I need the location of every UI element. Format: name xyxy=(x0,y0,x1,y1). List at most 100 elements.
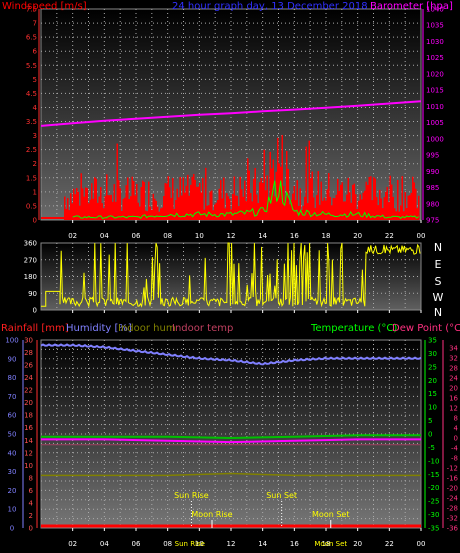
direction-tick-label: 270 xyxy=(24,256,37,264)
dewpoint-tick-label: 20 xyxy=(449,385,458,393)
temperature-tick-label: -25 xyxy=(428,498,439,506)
barometer-tick-label: 975 xyxy=(426,217,439,225)
temperature-line xyxy=(41,434,421,440)
astro-annotation-label: Moon Set xyxy=(312,510,349,519)
wind-panel-xtick-label: 20 xyxy=(353,232,362,240)
barometer-tick-label: 1035 xyxy=(426,22,444,30)
astro-annotation-label: Sun Set xyxy=(266,491,297,500)
rainfall-tick-label: 28 xyxy=(24,349,33,357)
windspeed-tick-label: 5 xyxy=(33,76,37,84)
wind-panel-xtick-label: 12 xyxy=(227,232,236,240)
wind-panel-xtick-label: 02 xyxy=(68,232,77,240)
rainfall-tick-label: 2 xyxy=(29,512,33,520)
temperature-tick-label: -20 xyxy=(428,484,439,492)
wind-panel-xtick-label: 14 xyxy=(258,232,267,240)
temp-panel-xtick-label: 02 xyxy=(68,540,77,548)
humidity-tick-label: 30 xyxy=(8,468,17,476)
dewpoint-tick-label: 0 xyxy=(454,435,458,443)
humidity-tick-label: 100 xyxy=(5,337,18,345)
bottom-astro-label: Moon Set xyxy=(314,540,347,548)
wind-direction-line xyxy=(41,242,421,308)
dewpoint-tick-label: -12 xyxy=(447,465,458,473)
compass-label: E xyxy=(435,258,442,271)
indoor-humidity-axis-title: Indoor hum xyxy=(118,323,176,334)
humidity-tick-label: 60 xyxy=(8,412,17,420)
barometer-tick-label: 1015 xyxy=(426,87,444,95)
windspeed-axis-title: Windspeed [m/s] xyxy=(2,1,87,12)
barometer-axis-title: Barometer [hpa] xyxy=(370,1,453,12)
humidity-tick-label: 90 xyxy=(8,355,17,363)
dewpoint-tick-label: 28 xyxy=(449,365,458,373)
temp-panel-xtick-label: 06 xyxy=(132,540,141,548)
windspeed-tick-label: 1.5 xyxy=(26,174,37,182)
compass-label: N xyxy=(434,241,442,254)
temperature-tick-label: -30 xyxy=(428,511,439,519)
humidity-tick-label: 80 xyxy=(8,374,17,382)
dewpoint-tick-label: -24 xyxy=(447,495,459,503)
windspeed-tick-label: 3 xyxy=(33,132,37,140)
indoor-humidity-line xyxy=(41,472,421,477)
temperature-axis-title: Temperature (°C) xyxy=(310,323,397,334)
windspeed-tick-label: 0.5 xyxy=(26,202,37,210)
compass-label: N xyxy=(434,306,442,319)
temperature-tick-label: -10 xyxy=(428,457,439,465)
wind-panel-xtick-label: 04 xyxy=(100,232,109,240)
barometer-tick-label: 1000 xyxy=(426,135,444,143)
rainfall-tick-label: 22 xyxy=(24,387,33,395)
rainfall-tick-label: 8 xyxy=(29,474,33,482)
rainfall-tick-label: 30 xyxy=(24,337,33,345)
barometer-tick-label: 1025 xyxy=(426,54,444,62)
wind-panel-xtick-label: 22 xyxy=(385,232,394,240)
dewpoint-tick-label: -4 xyxy=(451,445,459,453)
rainfall-tick-label: 18 xyxy=(24,412,33,420)
windspeed-tick-label: 1 xyxy=(33,188,37,196)
dewpoint-tick-label: 4 xyxy=(454,425,459,433)
astro-annotation-label: Moon Rise xyxy=(191,510,232,519)
chart-title: 24 hour graph day, 13 December 2018 xyxy=(172,1,368,12)
temperature-tick-label: -35 xyxy=(428,525,439,533)
humidity-tick-label: 20 xyxy=(8,487,17,495)
temp-panel-xtick-label: 08 xyxy=(163,540,172,548)
humidity-line xyxy=(40,343,422,366)
temperature-tick-label: 0 xyxy=(428,431,432,439)
barometer-tick-label: 1020 xyxy=(426,70,444,78)
rainfall-tick-label: 14 xyxy=(24,437,33,445)
compass-label: W xyxy=(433,291,444,304)
windspeed-tick-label: 3.5 xyxy=(26,118,37,126)
temp-panel-xtick-label: 00 xyxy=(417,540,426,548)
indoor-temp-axis-title: Indoor temp xyxy=(172,323,233,334)
barometer-line xyxy=(40,100,422,127)
temp-panel-xtick-label: 12 xyxy=(227,540,236,548)
windspeed-tick-label: 6 xyxy=(33,48,38,56)
rainfall-tick-label: 4 xyxy=(29,499,34,507)
barometer-tick-label: 980 xyxy=(426,200,439,208)
dewpoint-line xyxy=(41,438,421,444)
windspeed-tick-label: 4 xyxy=(33,104,38,112)
humidity-tick-label: 70 xyxy=(8,393,17,401)
rainfall-tick-label: 24 xyxy=(24,374,33,382)
rainfall-axis-title: Rainfall [mm] xyxy=(1,323,69,334)
windspeed-tick-label: 2 xyxy=(33,160,37,168)
windspeed-tick-label: 7 xyxy=(33,20,37,28)
wind-panel-xtick-label: 18 xyxy=(322,232,331,240)
dewpoint-tick-label: 8 xyxy=(454,415,458,423)
humidity-axis-title: Humidity [%] xyxy=(66,323,132,334)
rainfall-tick-label: 6 xyxy=(29,487,34,495)
wind-panel-xtick-label: 00 xyxy=(417,232,426,240)
humidity-tick-label: 10 xyxy=(8,506,17,514)
dewpoint-tick-label: -32 xyxy=(447,515,458,523)
dewpoint-tick-label: 12 xyxy=(449,405,458,413)
rainfall-tick-label: 10 xyxy=(24,462,33,470)
wind-panel-xtick-label: 08 xyxy=(163,232,172,240)
temp-panel-xtick-label: 18 xyxy=(322,540,331,548)
direction-tick-label: 180 xyxy=(24,273,37,281)
dewpoint-tick-label: 32 xyxy=(449,355,458,363)
temp-panel-xtick-label: 20 xyxy=(353,540,362,548)
direction-tick-label: 90 xyxy=(28,290,37,298)
direction-tick-label: 360 xyxy=(24,240,37,248)
temperature-tick-label: 25 xyxy=(428,363,437,371)
gust-line xyxy=(72,180,420,220)
dewpoint-tick-label: -16 xyxy=(447,475,459,483)
